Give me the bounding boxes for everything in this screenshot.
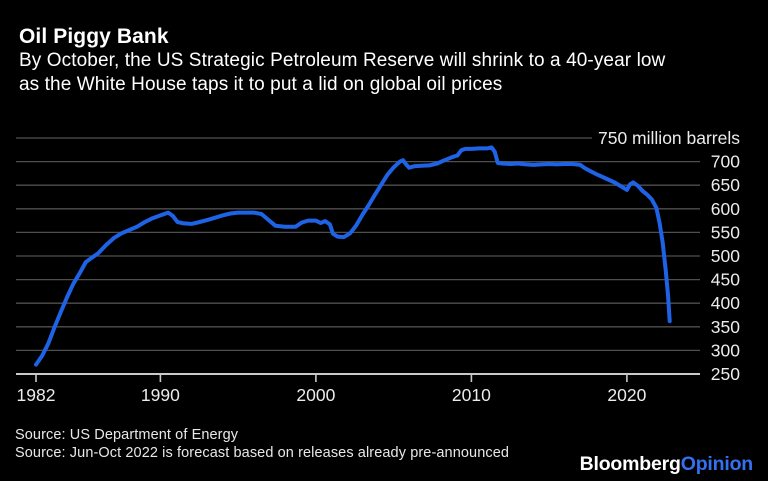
subtitle-line-2: as the White House taps it to put a lid …	[19, 74, 503, 95]
source-line-2: Source: Jun-Oct 2022 is forecast based o…	[15, 444, 510, 461]
logo-opinion: Opinion	[680, 453, 753, 475]
y-axis-label: 300	[711, 340, 740, 360]
y-axis-label: 250	[711, 364, 740, 384]
page-title: Oil Piggy Bank	[19, 25, 169, 48]
x-axis-label: 1990	[141, 385, 180, 405]
y-axis-label: 600	[711, 199, 740, 219]
x-axis-label: 1982	[17, 385, 56, 405]
chart-subtitle: By October, the US Strategic Petroleum R…	[19, 49, 665, 97]
y-axis-label: 450	[711, 270, 740, 290]
source-notes: Source: US Department of Energy Source: …	[15, 427, 509, 462]
x-axis-label: 2010	[452, 385, 491, 405]
subtitle-line-1: By October, the US Strategic Petroleum R…	[19, 50, 666, 71]
data-line-spr	[34, 145, 672, 367]
y-axis-label: 400	[711, 293, 740, 313]
bloomberg-opinion-logo: BloombergOpinion	[579, 453, 754, 476]
y-axis-label: 550	[711, 222, 740, 242]
y-axis-label: 700	[711, 152, 740, 172]
x-axis-label: 2020	[607, 385, 646, 405]
source-line-1: Source: US Department of Energy	[15, 427, 239, 443]
y-axis-unit-label: 750 million barrels	[598, 128, 740, 148]
y-axis-label: 350	[711, 317, 740, 337]
y-axis-label: 650	[711, 175, 740, 195]
x-axis-label: 2000	[296, 385, 335, 405]
logo-bloomberg: Bloomberg	[579, 453, 681, 475]
y-axis-label: 500	[711, 246, 740, 266]
